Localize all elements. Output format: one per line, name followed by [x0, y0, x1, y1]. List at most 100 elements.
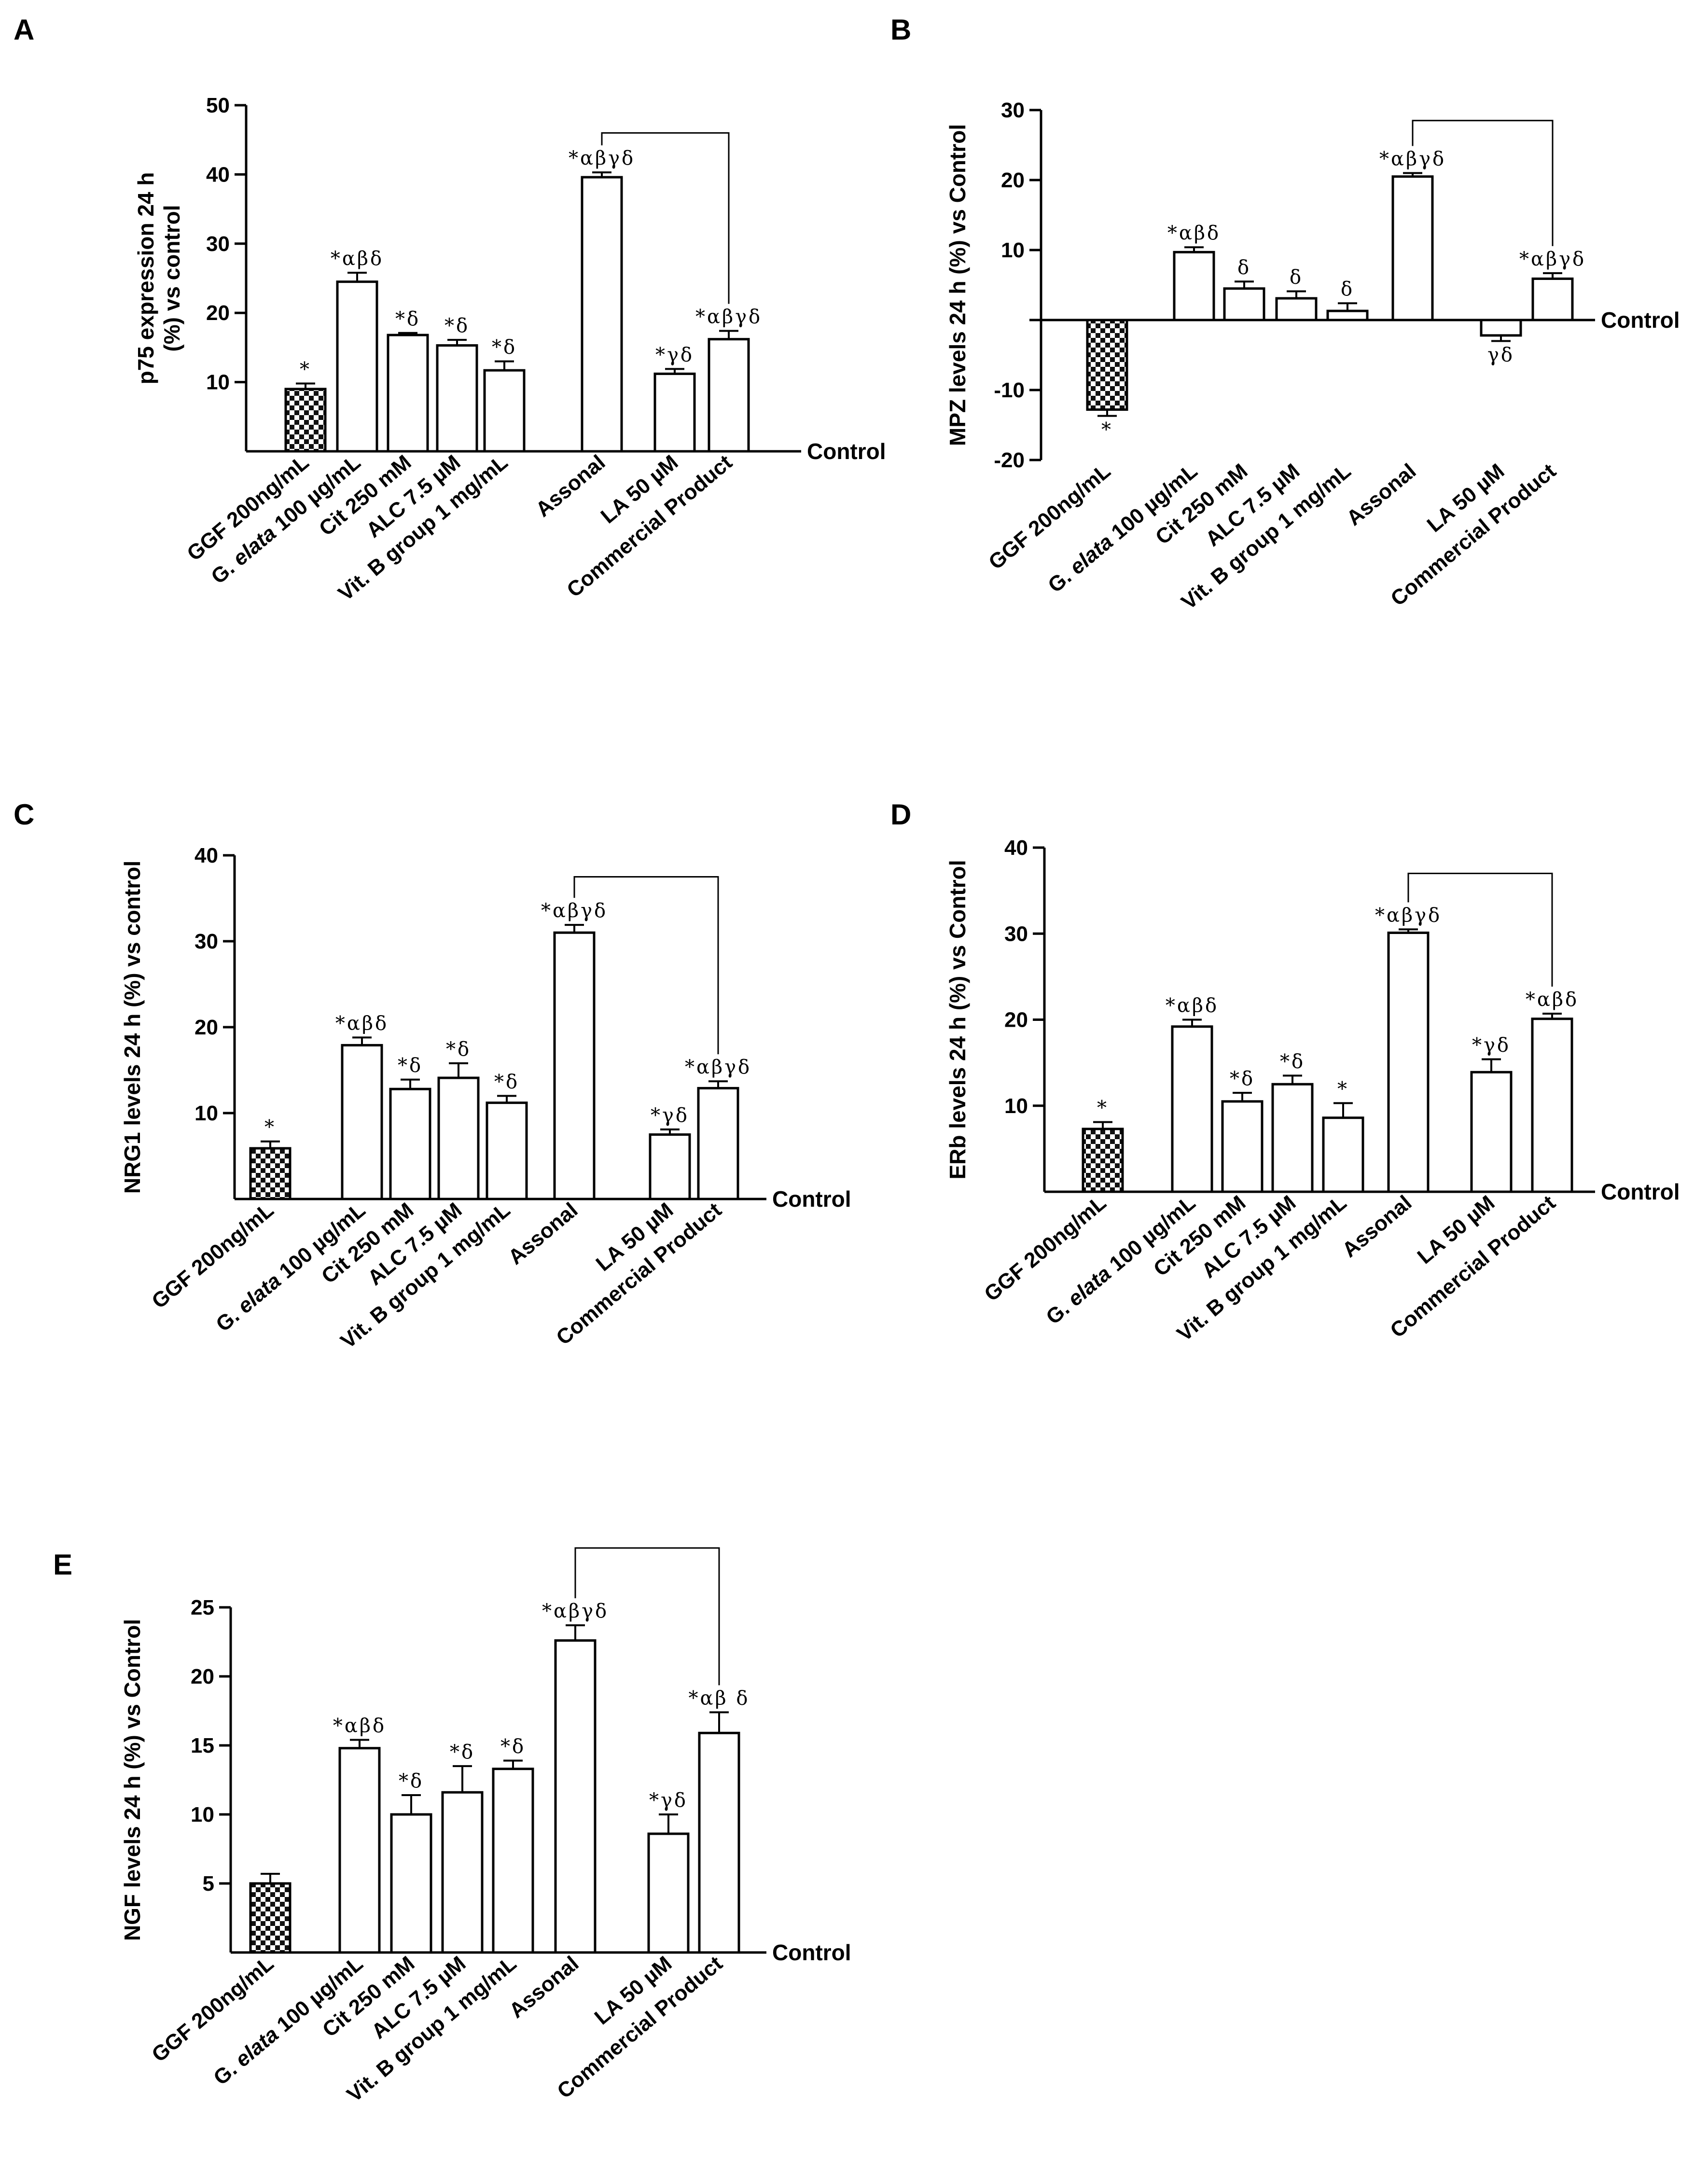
significance-label: *αβδ: [1526, 989, 1579, 1011]
y-tick-label: 10: [194, 1101, 218, 1125]
bar-5: [581, 176, 623, 453]
category-label: Assonal: [505, 1952, 583, 2023]
chart-panel-b: B Control -20 -10 10 20 30 MPZ levels 24 h (%) …: [890, 14, 1680, 614]
significance-label: *δ: [1280, 1050, 1305, 1073]
significance-label: *αβγδ: [542, 1600, 609, 1622]
bar-7: [1531, 1018, 1573, 1193]
category-label: Assonal: [1338, 1191, 1416, 1262]
significance-label: *αβγδ: [685, 1056, 751, 1078]
significance-label: *γδ: [649, 1789, 688, 1812]
panel-letter: B: [890, 14, 911, 46]
y-tick-label: 30: [1001, 98, 1025, 122]
significance-label: *δ: [450, 1741, 475, 1763]
bar-6: [653, 372, 696, 453]
significance-label: δ: [1341, 278, 1354, 300]
y-tick-label: 30: [206, 232, 230, 256]
y-tick-label: 40: [1004, 836, 1028, 860]
significance-label: *αβγδ: [695, 306, 762, 328]
chart-panel-e: E Control 5 10 15 20 25 NGF levels 24 h (%) vs …: [53, 1547, 851, 2107]
y-tick-label: 40: [206, 163, 230, 186]
y-tick-label: 30: [194, 930, 218, 953]
bar-6: [647, 1832, 690, 1954]
bar-1: [338, 1747, 381, 1954]
y-tick-label: 50: [206, 94, 230, 117]
significance-label: *δ: [444, 315, 470, 337]
y-tick-label: 10: [1001, 238, 1025, 262]
comparison-bracket: [1407, 872, 1553, 987]
y-axis-title: NGF levels 24 h (%) vs Control: [120, 1619, 145, 1941]
significance-label: *αβγδ: [569, 147, 635, 169]
significance-label: *δ: [398, 1055, 423, 1077]
bar-0: [1086, 319, 1128, 411]
significance-label: *γδ: [651, 1104, 689, 1127]
y-tick-label: 40: [194, 844, 218, 867]
significance-label: *: [300, 358, 311, 380]
y-tick-label: 25: [191, 1596, 214, 1619]
panel-letter: E: [53, 1548, 72, 1581]
bar-2: [390, 1813, 432, 1954]
significance-label: *δ: [494, 1071, 519, 1093]
significance-label: *αβγδ: [1379, 148, 1446, 170]
significance-label: *: [1337, 1078, 1349, 1100]
bar-7: [698, 1731, 740, 1954]
y-axis-title: p75 expression 24 h(%) vs control: [133, 172, 184, 385]
significance-label: *δ: [399, 1770, 424, 1792]
control-label: Control: [772, 1186, 851, 1212]
significance-label: *δ: [500, 1735, 526, 1757]
bar-1: [1173, 251, 1215, 321]
y-axis-title: NRG1 levels 24 h (%) vs control: [120, 861, 145, 1194]
bar-2: [1223, 287, 1265, 321]
significance-label: *γδ: [655, 344, 694, 366]
bar-0: [249, 1882, 292, 1954]
comparison-bracket: [574, 1547, 720, 1686]
bar-5: [554, 1639, 597, 1954]
significance-label: γδ: [1487, 344, 1514, 366]
y-tick-label: 20: [194, 1016, 218, 1039]
significance-label: *αβδ: [1166, 995, 1219, 1017]
significance-label: δ: [1290, 266, 1303, 289]
significance-label: *αβδ: [335, 1012, 389, 1034]
comparison-bracket: [601, 132, 730, 304]
y-tick-label: 20: [206, 301, 230, 325]
y-tick-label: 20: [1001, 168, 1025, 192]
bar-6: [1470, 1071, 1513, 1193]
significance-label: *αβγδ: [541, 900, 608, 922]
significance-label: *: [264, 1116, 276, 1139]
y-tick-label: 20: [1004, 1008, 1028, 1032]
y-axis-title: MPZ levels 24 h (%) vs Control: [945, 124, 970, 446]
bar-4: [1326, 309, 1369, 321]
chart-panel-c: C Control 10 20 30 40 NRG1 levels 24 h (%) vs …: [14, 798, 851, 1353]
bar-3: [1275, 297, 1318, 321]
category-label: Assonal: [1342, 459, 1421, 530]
bar-7: [697, 1087, 739, 1200]
bar-5: [553, 931, 596, 1200]
comparison-bracket: [1412, 120, 1554, 246]
bar-1: [1171, 1025, 1213, 1193]
y-tick-label: 20: [191, 1665, 214, 1688]
panel-letter: A: [14, 14, 34, 46]
bar-1: [336, 280, 378, 453]
control-label: Control: [1601, 1179, 1680, 1204]
bar-4: [1322, 1116, 1364, 1193]
bar-0: [1082, 1128, 1124, 1193]
chart-panel-d: D Control 10 20 30 40 ERb levels 24 h (%) vs C…: [890, 798, 1680, 1346]
control-label: Control: [1601, 307, 1680, 333]
significance-label: *δ: [395, 308, 420, 330]
y-tick-label: 10: [1004, 1094, 1028, 1118]
bar-2: [387, 334, 429, 453]
significance-label: *αβδ: [333, 1715, 386, 1737]
significance-label: *αβ δ: [689, 1687, 750, 1709]
bar-6: [649, 1133, 691, 1200]
significance-label: *: [1101, 419, 1113, 441]
y-tick-label: 15: [191, 1734, 214, 1757]
bar-7: [708, 338, 750, 453]
y-tick-label: 30: [1004, 922, 1028, 946]
y-tick-label: 10: [206, 371, 230, 394]
chart-panel-a: A Control 10 20 30 40 50 p75 expression 24 h(%)…: [14, 14, 886, 606]
bar-3: [436, 344, 478, 453]
control-label: Control: [772, 1940, 851, 1965]
y-tick-label: 10: [191, 1803, 214, 1826]
y-axis-title: ERb levels 24 h (%) vs Control: [945, 860, 970, 1179]
significance-label: *αβγδ: [1519, 248, 1586, 270]
